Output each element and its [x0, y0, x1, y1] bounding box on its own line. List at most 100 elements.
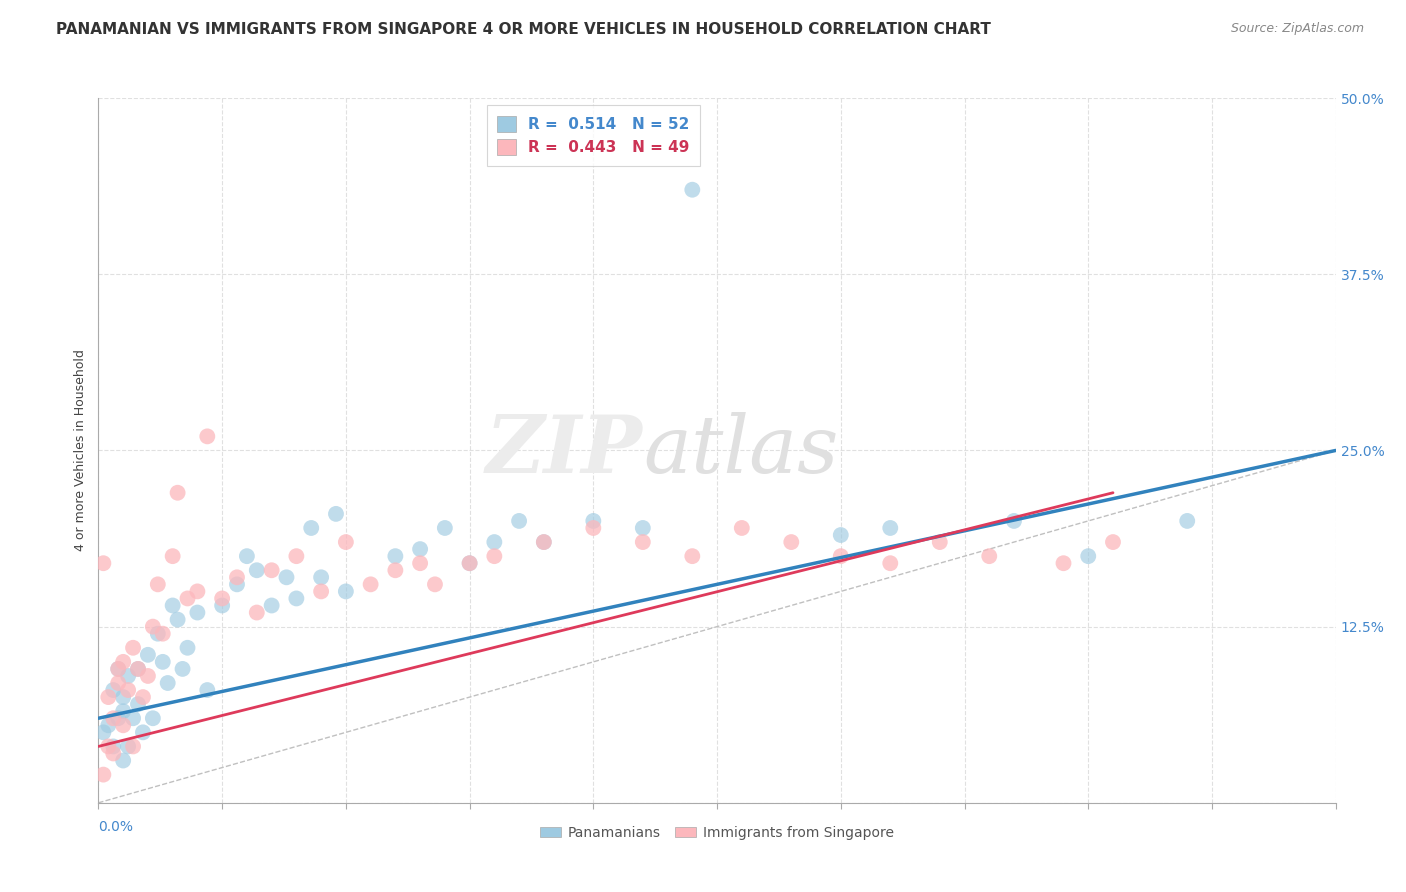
Point — [384, 549, 406, 564]
Point — [93, 725, 115, 739]
Point — [97, 739, 120, 754]
Point — [260, 599, 283, 613]
Point — [107, 662, 129, 676]
Point — [1052, 556, 1074, 570]
Point — [384, 563, 406, 577]
Point — [246, 563, 269, 577]
Point — [132, 690, 155, 705]
Point — [152, 626, 174, 640]
Text: PANAMANIAN VS IMMIGRANTS FROM SINGAPORE 4 OR MORE VEHICLES IN HOUSEHOLD CORRELAT: PANAMANIAN VS IMMIGRANTS FROM SINGAPORE … — [56, 22, 991, 37]
Text: atlas: atlas — [643, 412, 838, 489]
Point — [1175, 514, 1198, 528]
Point — [103, 683, 125, 698]
Point — [285, 549, 308, 564]
Point — [681, 183, 703, 197]
Point — [226, 570, 249, 584]
Point — [97, 690, 120, 705]
Point — [299, 521, 322, 535]
Text: Source: ZipAtlas.com: Source: ZipAtlas.com — [1230, 22, 1364, 36]
Point — [335, 584, 357, 599]
Point — [136, 648, 159, 662]
Point — [103, 747, 125, 761]
Point — [142, 711, 165, 725]
Point — [107, 711, 129, 725]
Point — [136, 669, 159, 683]
Point — [458, 556, 481, 570]
Point — [879, 556, 901, 570]
Point — [146, 577, 169, 591]
Point — [631, 521, 654, 535]
Point — [309, 584, 332, 599]
Point — [979, 549, 1001, 564]
Point — [246, 606, 269, 620]
Point — [879, 521, 901, 535]
Point — [236, 549, 259, 564]
Point — [112, 754, 135, 768]
Point — [162, 599, 184, 613]
Point — [112, 655, 135, 669]
Point — [112, 690, 135, 705]
Point — [335, 535, 357, 549]
Point — [260, 563, 283, 577]
Point — [409, 556, 432, 570]
Text: ZIP: ZIP — [486, 412, 643, 489]
Point — [107, 662, 129, 676]
Point — [186, 606, 208, 620]
Point — [195, 429, 218, 443]
Point — [325, 507, 347, 521]
Point — [1077, 549, 1099, 564]
Point — [582, 521, 605, 535]
Point — [928, 535, 950, 549]
Point — [117, 669, 139, 683]
Point — [731, 521, 754, 535]
Point — [309, 570, 332, 584]
Point — [285, 591, 308, 606]
Point — [681, 549, 703, 564]
Point — [103, 739, 125, 754]
Point — [112, 718, 135, 732]
Point — [127, 697, 149, 711]
Point — [360, 577, 382, 591]
Point — [152, 655, 174, 669]
Point — [582, 514, 605, 528]
Point — [211, 599, 233, 613]
Point — [1102, 535, 1125, 549]
Point — [176, 640, 198, 655]
Text: 0.0%: 0.0% — [98, 821, 134, 834]
Point — [103, 711, 125, 725]
Point — [122, 711, 145, 725]
Point — [484, 549, 506, 564]
Point — [433, 521, 456, 535]
Point — [122, 640, 145, 655]
Point — [211, 591, 233, 606]
Point — [122, 739, 145, 754]
Point — [127, 662, 149, 676]
Point — [830, 549, 852, 564]
Point — [107, 676, 129, 690]
Point — [146, 626, 169, 640]
Point — [484, 535, 506, 549]
Point — [127, 662, 149, 676]
Point — [166, 485, 188, 500]
Point — [162, 549, 184, 564]
Legend: Panamanians, Immigrants from Singapore: Panamanians, Immigrants from Singapore — [534, 820, 900, 846]
Point — [166, 613, 188, 627]
Point — [780, 535, 803, 549]
Point — [142, 619, 165, 633]
Point — [117, 683, 139, 698]
Point — [508, 514, 530, 528]
Point — [195, 683, 218, 698]
Point — [132, 725, 155, 739]
Point — [423, 577, 446, 591]
Point — [226, 577, 249, 591]
Point — [1002, 514, 1025, 528]
Point — [172, 662, 194, 676]
Point — [97, 718, 120, 732]
Point — [156, 676, 179, 690]
Point — [186, 584, 208, 599]
Point — [176, 591, 198, 606]
Point — [533, 535, 555, 549]
Point — [533, 535, 555, 549]
Y-axis label: 4 or more Vehicles in Household: 4 or more Vehicles in Household — [75, 350, 87, 551]
Point — [117, 739, 139, 754]
